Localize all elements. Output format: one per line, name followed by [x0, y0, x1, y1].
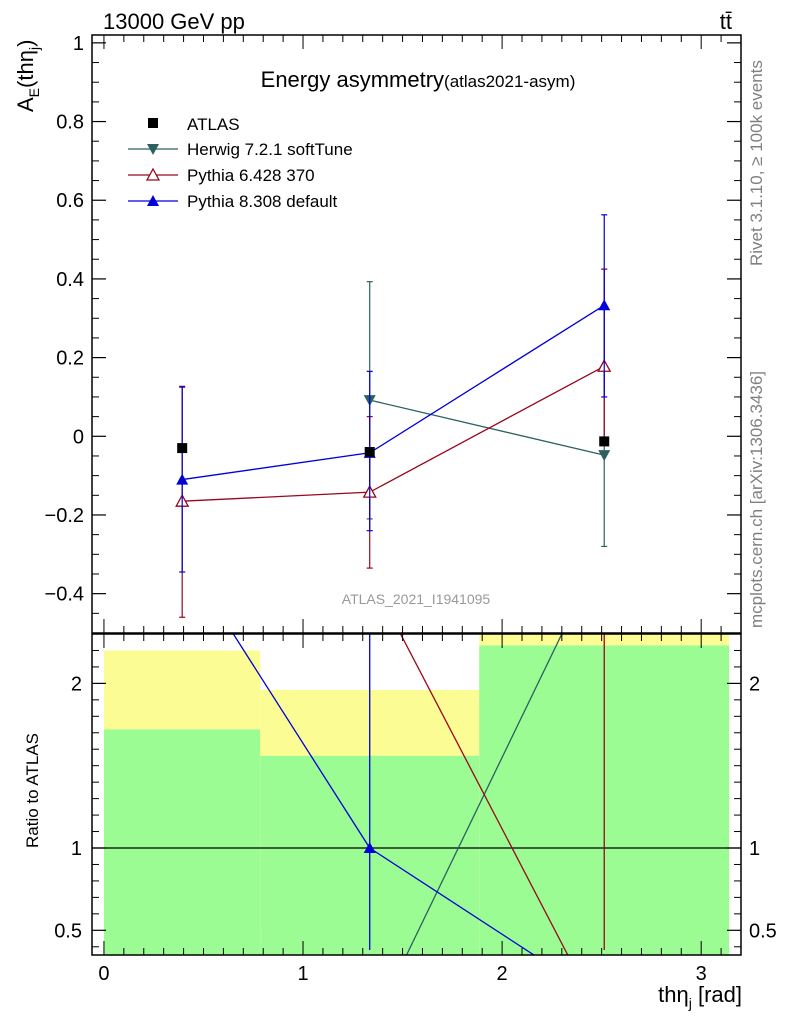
ratio-bands — [103, 634, 730, 955]
ylabel-a: A — [13, 97, 38, 112]
legend-pythia8-marker — [147, 195, 159, 206]
ylabel-a-sub: E — [26, 88, 42, 97]
ratio-ytick-label-right: 2 — [749, 673, 760, 695]
main-ytick-label: 1 — [73, 33, 84, 55]
main-series — [175, 214, 612, 618]
legend-atlas-label: ATLAS — [187, 115, 240, 134]
ylabel-arg-greek: η — [13, 50, 38, 62]
main-ytick-label: −0.4 — [45, 584, 84, 606]
series-line-pythia-6-428-370 — [182, 365, 605, 502]
legend-pythia6-marker — [145, 167, 161, 181]
ratio-ytick-label: 2 — [71, 673, 82, 695]
main-ytick-label: 0.8 — [56, 112, 84, 134]
main-panel: 10.80.60.40.20−0.2−0.4 Energy asymmetry(… — [13, 33, 742, 634]
rivet-label: Rivet 3.1.10, ≥ 100k events — [747, 60, 766, 266]
ratio-xlabel: thηj [rad] — [658, 982, 742, 1011]
main-xticks — [103, 35, 742, 633]
main-subtitle: (atlas2021-asym) — [444, 72, 575, 91]
series-pythia-8-308-default — [176, 214, 611, 573]
legend-item-pythia6: Pythia 6.428 370 — [128, 166, 315, 185]
main-yticks: 1 0.8 0.6 0.4 0.2 0 −0.2 −0.4 — [45, 33, 741, 634]
xlabel-greek: η — [676, 982, 688, 1007]
mcplots-label: mcplots.cern.ch [arXiv:1306.3436] — [747, 371, 766, 628]
main-ytick-label: 0.2 — [56, 348, 84, 370]
legend: ATLAS Herwig 7.2.1 softTune Pythia 6.428… — [128, 115, 353, 211]
data-point-pythia-8-308-default — [598, 299, 611, 311]
legend-herwig-marker — [147, 144, 159, 155]
data-point-herwig-7-2-1-softtune — [598, 450, 611, 462]
main-ytick-label: 0 — [73, 426, 84, 448]
legend-item-pythia8: Pythia 8.308 default — [128, 192, 338, 211]
legend-item-herwig: Herwig 7.2.1 softTune — [128, 140, 353, 159]
main-title-text: Energy asymmetry — [261, 67, 444, 92]
legend-pythia8-label: Pythia 8.308 default — [187, 192, 338, 211]
series-line-pythia-8-308-default — [182, 304, 605, 481]
process-label: tt̄ — [720, 9, 732, 34]
xlabel-unit: [rad] — [692, 982, 742, 1007]
svg-text:AE(thηj): AE(thηj) — [13, 40, 42, 112]
main-ytick-label: −0.2 — [45, 505, 84, 527]
main-frame — [91, 34, 742, 634]
ratio-ytick-label: 0.5 — [54, 920, 82, 942]
ratio-ytick-label-right: 0.5 — [749, 920, 777, 942]
ratio-xtick-label: 2 — [497, 963, 508, 985]
ratio-xtick-label: 0 — [98, 963, 109, 985]
ratio-xticks: 0 1 2 3 — [98, 634, 742, 985]
watermark-label: ATLAS_2021_I1941095 — [342, 591, 491, 607]
ylabel-arg: (th — [13, 62, 38, 88]
ratio-xtick-label: 3 — [696, 963, 707, 985]
legend-atlas-marker — [148, 118, 158, 128]
main-ylabel: AE(thηj) — [13, 40, 42, 112]
ratio-band-inner — [103, 729, 261, 955]
data-point-atlas — [599, 436, 610, 447]
ratio-marker-pythia-8-308-default — [363, 842, 376, 853]
energy-label: 13000 GeV pp — [103, 9, 245, 34]
data-point-atlas — [177, 443, 188, 454]
series-line-herwig-7-2-1-softtune — [369, 399, 605, 456]
ratio-ylabel: Ratio to ATLAS — [23, 733, 42, 848]
xlabel-th: th — [658, 982, 676, 1007]
legend-item-atlas: ATLAS — [148, 115, 240, 134]
series-atlas — [177, 436, 610, 458]
main-ytick-label: 0.4 — [56, 269, 84, 291]
legend-herwig-label: Herwig 7.2.1 softTune — [187, 140, 353, 159]
ratio-xtick-label: 1 — [297, 963, 308, 985]
ratio-series — [92, 634, 741, 955]
series-pythia-6-428-370 — [175, 268, 612, 618]
data-point-pythia-8-308-default — [176, 473, 189, 485]
series-herwig-7-2-1-softtune — [363, 268, 611, 548]
data-point-atlas — [364, 447, 375, 458]
main-title: Energy asymmetry(atlas2021-asym) — [261, 67, 576, 92]
main-ytick-label: 0.6 — [56, 190, 84, 212]
ratio-frame — [91, 633, 742, 956]
xlabel-sub: j — [688, 995, 692, 1011]
ratio-yticks: 2 2 1 1 0.5 0.5 — [54, 649, 777, 948]
ratio-panel: 2 2 1 1 0.5 0.5 0 1 2 3 Ratio to ATLAS thηj [rad… — [23, 633, 777, 1011]
ratio-ytick-label-right: 1 — [749, 838, 760, 860]
ratio-ytick-label: 1 — [71, 838, 82, 860]
ratio-line-pythia-6-428-370 — [399, 634, 569, 955]
legend-pythia6-label: Pythia 6.428 370 — [187, 166, 315, 185]
ylabel-arg-close: ) — [13, 40, 38, 47]
ylabel-arg-sub: j — [26, 47, 42, 51]
